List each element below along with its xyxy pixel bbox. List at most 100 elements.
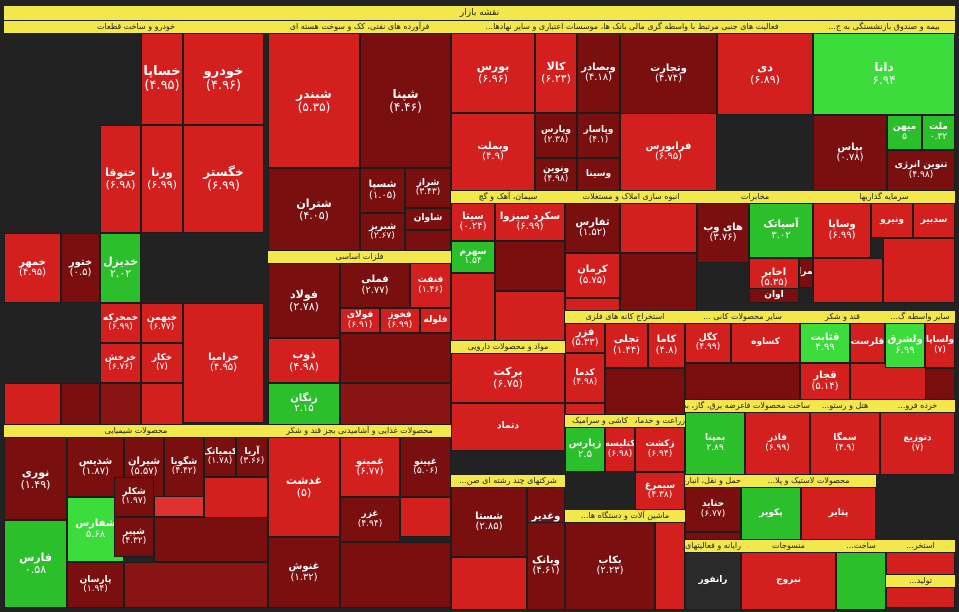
ticker-tile[interactable]: زکشت (۶.۹۴) [635, 427, 685, 472]
ticker-tile[interactable]: غزر (۴.۹۴) [340, 497, 400, 542]
sector-6-header[interactable]: مخابرات [697, 191, 813, 203]
minor-ticker-tile[interactable] [495, 291, 565, 341]
sector-14-header[interactable]: محصولات شیمیایی [4, 425, 268, 437]
ticker-tile[interactable]: خودرو (۴.۹۶) [183, 33, 264, 125]
minor-ticker-tile[interactable] [565, 403, 605, 415]
ticker-tile[interactable]: خمحرکه (۶.۹۹) [100, 303, 141, 343]
ticker-tile[interactable]: ولشرق ۶.۹۹ [885, 323, 925, 368]
ticker-tile[interactable]: شبندر (۵.۳۵) [268, 33, 360, 168]
sector-20-header[interactable]: حمل و نقل، انبارداری... [685, 475, 741, 487]
ticker-tile[interactable]: شپیر (۴.۳۲) [114, 517, 154, 557]
ticker-tile[interactable]: غپینو (۵.۰۶) [400, 437, 451, 497]
sector-12-header[interactable]: قند و شکر [800, 311, 885, 323]
minor-ticker-tile[interactable] [124, 562, 268, 608]
ticker-tile[interactable]: خساپا (۴.۹۵) [141, 33, 183, 125]
ticker-tile[interactable]: وپاسار (۴.۱) [577, 113, 620, 158]
ticker-tile[interactable]: فلوله [420, 308, 451, 333]
ticker-tile[interactable]: ذوب (۴.۹۸) [268, 338, 340, 383]
minor-ticker-tile[interactable] [4, 383, 61, 425]
minor-ticker-tile[interactable] [655, 522, 685, 610]
minor-ticker-tile[interactable] [100, 383, 141, 425]
ticker-tile[interactable]: شکلر (۱.۹۷) [114, 477, 154, 517]
minor-ticker-tile[interactable] [565, 298, 620, 311]
sector-18-header[interactable]: کاشی و سرامیک [565, 415, 635, 427]
ticker-tile[interactable]: ختور (۰.۵) [61, 233, 100, 303]
minor-ticker-tile[interactable] [836, 552, 886, 610]
ticker-tile[interactable]: شستا (۲.۸۵) [451, 487, 527, 557]
ticker-tile[interactable]: تنوین انرژی (۴.۹۸) [887, 150, 955, 191]
ticker-tile[interactable]: ونیرو [871, 203, 913, 238]
ticker-tile[interactable]: غنوش (۱.۳۲) [268, 537, 340, 608]
minor-ticker-tile[interactable] [340, 333, 451, 383]
sector-10-header[interactable]: استخراج کانه های فلزی [565, 311, 685, 323]
minor-ticker-tile[interactable] [451, 273, 495, 341]
ticker-tile[interactable]: فاذر (۶.۹۹) [745, 412, 810, 475]
ticker-tile[interactable]: رانفور [685, 552, 741, 610]
ticker-tile[interactable]: شسپا (۱.۰۵) [360, 168, 405, 213]
ticker-tile[interactable]: وبانک (۴.۶۱) [527, 522, 565, 610]
ticker-tile[interactable]: کیمیاتک (۱.۷۸) [204, 437, 236, 477]
ticker-tile[interactable]: شتران (۴.۰۵) [268, 168, 360, 251]
ticker-tile[interactable]: کالا (۶.۲۳) [535, 33, 577, 113]
minor-ticker-tile[interactable] [925, 368, 955, 400]
ticker-tile[interactable]: شراز (۳.۴۳) [405, 168, 451, 208]
ticker-tile[interactable]: حتاید (۶.۷۷) [685, 487, 741, 532]
ticker-tile[interactable]: شبریز (۲.۶۷) [360, 213, 405, 251]
sector-23-header[interactable]: هتل و رستو... [810, 400, 880, 412]
ticker-tile[interactable]: غمینو (۶.۷۷) [340, 437, 400, 497]
ticker-tile[interactable]: سیتا (۰.۲۴) [451, 203, 495, 241]
ticker-tile[interactable]: کدما (۴.۹۸) [565, 353, 605, 403]
ticker-tile[interactable]: وبملت (۴.۹) [451, 113, 535, 191]
ticker-tile[interactable]: پارسان (۱.۹۴) [67, 562, 124, 608]
ticker-tile[interactable]: کرمان (۵.۷۵) [565, 253, 620, 298]
minor-ticker-tile[interactable] [620, 203, 697, 253]
ticker-tile[interactable]: سمگا (۴.۹) [810, 412, 880, 475]
sector-3-header[interactable]: بیمه و صندوق بازنشستگی به ج... [813, 21, 955, 33]
sector-22-header[interactable]: ساخت محصولات فلزی [745, 400, 810, 412]
ticker-tile[interactable]: ختوقا (۶.۹۸) [100, 125, 141, 233]
ticker-tile[interactable]: نوری (۱.۴۹) [4, 437, 67, 520]
ticker-tile[interactable]: قثابت ۴.۹۹ [800, 323, 850, 363]
sector-2-header[interactable]: فعالیت های جنبی مرتبط با واسطه گری مالی … [451, 21, 813, 33]
ticker-tile[interactable]: آریا (۳.۶۶) [236, 437, 268, 477]
sector-17-header[interactable]: ماشین آلات و دستگاه ها... [565, 510, 685, 522]
ticker-tile[interactable]: خمهر (۴.۹۵) [4, 233, 61, 303]
ticker-tile[interactable]: خبهمن (۶.۷۷) [141, 303, 183, 343]
ticker-tile[interactable]: فخوز (۶.۹۹) [380, 308, 420, 333]
sector-26-header[interactable]: رایانه و فعالیتهای واب... [685, 540, 741, 552]
sector-11-header[interactable]: سایر محصولات کانی ... [685, 311, 800, 323]
ticker-tile[interactable]: وپارس (۲.۳۸) [535, 113, 577, 158]
ticker-tile[interactable]: آسیاتک ۳.۰۲ [749, 203, 813, 258]
sector-8-header[interactable]: فلزات اساسی [268, 251, 451, 263]
ticker-tile[interactable]: فرابورس (۶.۹۵) [620, 113, 717, 191]
minor-ticker-tile[interactable] [495, 241, 565, 291]
minor-ticker-tile[interactable] [620, 253, 697, 311]
ticker-tile[interactable]: نبروج [741, 552, 836, 610]
minor-ticker-tile[interactable] [141, 383, 183, 425]
ticker-tile[interactable]: زپارس ۲.۵ [565, 427, 605, 472]
minor-ticker-tile[interactable] [813, 258, 883, 303]
ticker-tile[interactable]: فولای (۶.۹۱) [340, 308, 380, 333]
ticker-tile[interactable]: شدیس (۱.۸۷) [67, 437, 124, 497]
sector-16-header[interactable]: شرکتهای چند رشته ای صن... [451, 475, 565, 487]
sector-1-header[interactable]: فرآورده های نفتی، کک و سوخت هسته ای [268, 21, 451, 33]
ticker-tile[interactable]: قجار (۵.۱۴) [800, 363, 850, 400]
sector-4-header[interactable]: سیمان، آهک و گچ [451, 191, 565, 203]
sector-29-header[interactable]: استخر... [886, 540, 955, 552]
ticker-tile[interactable]: وسینا [577, 158, 620, 191]
minor-ticker-tile[interactable] [340, 383, 451, 425]
ticker-tile[interactable]: فملی (۲.۷۷) [340, 263, 410, 308]
minor-ticker-tile[interactable] [685, 532, 741, 540]
ticker-tile[interactable]: خگستر (۶.۹۹) [183, 125, 264, 233]
ticker-tile[interactable]: وساپا (۶.۹۹) [813, 203, 871, 258]
sector-9-header[interactable]: مواد و محصولات دارویی [451, 341, 565, 353]
ticker-tile[interactable]: بکاب (۲.۲۳) [565, 522, 655, 610]
ticker-tile[interactable]: همراه [799, 258, 813, 288]
ticker-tile[interactable]: ونوین (۴.۹۸) [535, 158, 577, 191]
minor-ticker-tile[interactable] [400, 497, 451, 537]
ticker-tile[interactable]: بمپنا ۲.۸۹ [685, 412, 745, 475]
minor-ticker-tile[interactable] [154, 517, 268, 562]
ticker-tile[interactable]: فارس ۰.۵۸ [4, 520, 67, 608]
ticker-tile[interactable]: شاوان [405, 208, 451, 230]
sector-0-header[interactable]: خودرو و ساخت قطعات [4, 21, 268, 33]
